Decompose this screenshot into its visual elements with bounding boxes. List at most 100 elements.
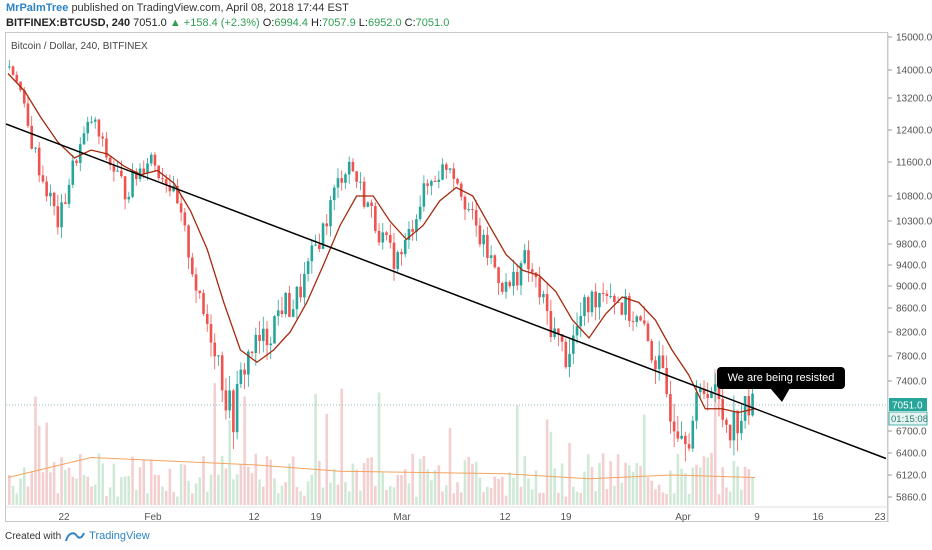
- volume-bar: [430, 480, 433, 505]
- volume-bar: [161, 486, 164, 505]
- resistance-trendline[interactable]: [5, 123, 887, 460]
- candle-body: [646, 323, 650, 342]
- volume-bar: [235, 474, 239, 505]
- volume-bar: [504, 495, 508, 505]
- candle-body: [441, 164, 444, 180]
- volume-bar: [377, 392, 381, 505]
- candle-body: [161, 178, 164, 180]
- candle-body: [400, 252, 403, 255]
- candle-body: [628, 296, 631, 321]
- volume-bar: [568, 442, 571, 505]
- volume-bar: [669, 470, 672, 505]
- volume-bar: [359, 490, 362, 505]
- y-tick-label: 8600.0: [896, 304, 927, 315]
- candle-body: [396, 252, 400, 269]
- candle-body: [583, 297, 586, 316]
- volume-bar: [672, 493, 676, 505]
- volume-bar: [489, 487, 493, 505]
- volume-bar: [639, 466, 642, 505]
- candle-body: [467, 209, 471, 211]
- volume-bar: [392, 487, 396, 505]
- candle-body: [273, 316, 276, 344]
- candle-body: [90, 121, 93, 123]
- candle-body: [456, 178, 459, 184]
- y-tick-label: 11600.0: [896, 158, 932, 169]
- moving-average-line: [7, 73, 756, 414]
- volume-bar: [176, 496, 179, 505]
- candle-body: [295, 286, 299, 310]
- candle-body: [403, 240, 407, 255]
- candle-body: [41, 175, 45, 182]
- volume-bar: [437, 465, 441, 505]
- volume-bar: [232, 479, 235, 505]
- volume-bar: [179, 463, 183, 505]
- candle-body: [385, 232, 388, 235]
- volume-bar: [86, 476, 90, 505]
- volume-bar: [97, 453, 101, 505]
- volume-bar: [687, 494, 691, 505]
- volume-bar: [49, 472, 52, 505]
- volume-bar: [30, 471, 34, 505]
- candle-body: [176, 185, 179, 204]
- volume-bar: [482, 492, 485, 505]
- candle-body: [676, 431, 680, 439]
- volume-bar: [239, 464, 243, 505]
- volume-bar: [291, 456, 295, 505]
- candle-body: [482, 234, 485, 245]
- candle-body: [444, 164, 448, 170]
- candle-body: [56, 206, 60, 228]
- candle-body: [303, 273, 306, 298]
- volume-bar: [340, 388, 344, 505]
- candle-body: [205, 313, 209, 325]
- ohlc-l-label: L:: [358, 17, 368, 29]
- candle-body: [392, 242, 396, 269]
- volume-bar: [254, 453, 258, 505]
- candle-body: [661, 355, 665, 369]
- volume-bar: [553, 468, 556, 505]
- volume-bar: [751, 477, 754, 505]
- candle-body: [568, 353, 571, 368]
- candle-body: [452, 168, 456, 179]
- last-price: 7051.0: [133, 17, 167, 29]
- volume-bar: [571, 486, 575, 505]
- candle-body: [635, 316, 639, 322]
- candle-body: [306, 261, 310, 274]
- volume-bar: [8, 474, 11, 505]
- candle-body: [691, 420, 695, 449]
- volume-bar: [717, 494, 721, 505]
- candle-body: [751, 393, 754, 416]
- volume-bar: [534, 470, 538, 505]
- volume-bar: [601, 453, 605, 505]
- volume-bar: [134, 490, 138, 505]
- author-link[interactable]: MrPalmTree: [6, 2, 69, 14]
- candle-body: [332, 187, 336, 201]
- candle-body: [362, 181, 366, 207]
- volume-bar: [90, 486, 93, 505]
- volume-bar: [366, 458, 370, 505]
- candle-body: [613, 295, 616, 302]
- ohlc-h-label: H:: [311, 17, 323, 29]
- candle-body: [261, 328, 265, 341]
- candle-body: [325, 223, 329, 227]
- volume-bar: [407, 483, 411, 505]
- candle-body: [631, 320, 635, 322]
- candle-body: [164, 179, 168, 186]
- candle-body: [549, 311, 553, 337]
- volume-bar: [661, 492, 665, 505]
- volume-bar: [213, 383, 217, 505]
- volume-bar: [710, 452, 713, 505]
- candle-body: [15, 74, 19, 82]
- annotation-callout[interactable]: We are being resisted: [717, 367, 845, 389]
- ohlc-high: 7057.9: [322, 17, 356, 29]
- candle-body: [224, 390, 228, 411]
- volume-bar: [616, 454, 620, 505]
- volume-bar: [691, 467, 695, 505]
- candle-body: [571, 335, 575, 354]
- candle-body: [37, 147, 41, 176]
- volume-bar: [306, 481, 310, 505]
- volume-bar: [594, 491, 597, 505]
- candle-body: [586, 297, 590, 313]
- volume-bar: [444, 485, 448, 505]
- tradingview-brand[interactable]: TradingView: [89, 530, 150, 542]
